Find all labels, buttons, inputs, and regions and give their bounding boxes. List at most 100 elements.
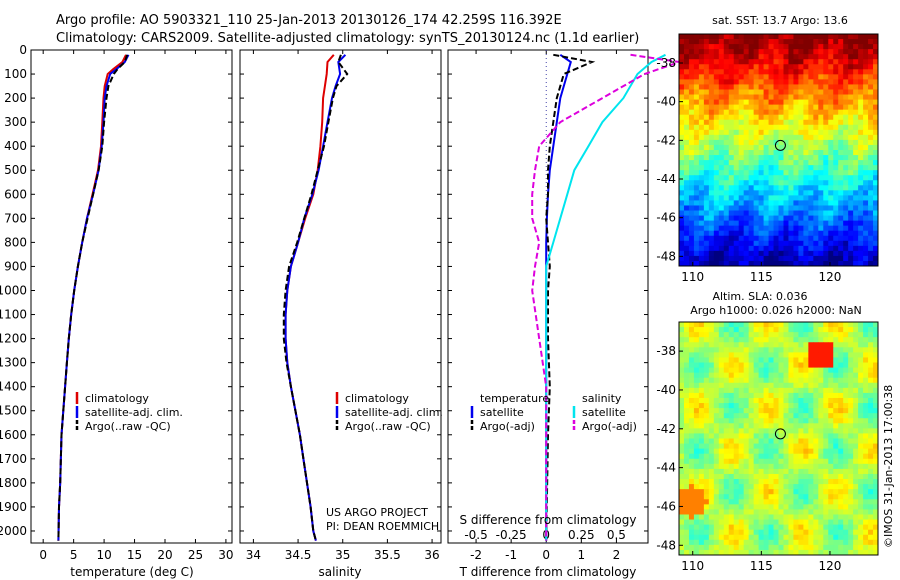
map-cell [843, 170, 849, 176]
map-cell [688, 382, 695, 389]
map-cell [758, 428, 764, 434]
map-cell [833, 89, 839, 95]
map-cell [793, 114, 799, 121]
map-cell [743, 74, 750, 80]
map-cell [693, 519, 700, 526]
map-cell [833, 160, 839, 166]
map-cell [823, 448, 829, 455]
map-cell [773, 418, 779, 424]
map-cell [823, 342, 829, 348]
map-cell [793, 240, 799, 247]
map-cell [703, 534, 710, 541]
map-cell [813, 413, 819, 419]
map-cell [838, 484, 844, 490]
map-cell [753, 544, 760, 551]
map-cell [803, 463, 809, 470]
map-cell [733, 215, 740, 222]
map-cell [733, 230, 740, 237]
map-cell [788, 190, 794, 196]
map-cell [679, 250, 685, 257]
map-cell [748, 362, 755, 368]
map-cell [843, 200, 849, 206]
map-cell [733, 372, 740, 379]
map-cell [803, 150, 809, 156]
map-cell [763, 377, 769, 384]
map-cell [723, 322, 730, 328]
map-cell [783, 170, 789, 176]
map-cell [863, 124, 869, 131]
map-cell [828, 240, 834, 247]
map-cell [679, 205, 685, 211]
map-cell [693, 104, 700, 111]
map-cell [843, 377, 849, 384]
map-cell [713, 539, 720, 546]
map-cell [768, 387, 774, 394]
series-line-satellite-adj-clim- [284, 54, 347, 541]
map-cell [768, 175, 774, 181]
map-cell [748, 64, 755, 70]
map-cell [863, 352, 869, 358]
map-cell [863, 362, 869, 368]
map-cell [863, 494, 869, 500]
map-cell [783, 504, 789, 510]
map-cell [868, 245, 874, 252]
map-cell [733, 260, 740, 267]
map-cell [788, 245, 794, 252]
map-cell [873, 240, 879, 247]
map-cell [698, 534, 705, 541]
map-cell [738, 382, 745, 389]
sst-map-panel: 110 115 120-38-40-42-44-46-48 [656, 33, 879, 284]
map-cell [828, 519, 834, 526]
map-cell [778, 64, 784, 70]
map-cell [813, 74, 819, 80]
map-cell [873, 408, 879, 414]
map-cell [738, 200, 745, 206]
map-cell [728, 34, 735, 40]
map-cell [763, 453, 769, 460]
map-cell [863, 489, 869, 495]
map-cell [753, 529, 760, 536]
map-cell [868, 372, 874, 379]
map-cell [703, 205, 710, 211]
map-cell [703, 438, 710, 444]
map-cell [743, 124, 750, 131]
map-cell [803, 549, 809, 556]
map-cell [868, 180, 874, 186]
map-cell [818, 69, 824, 75]
map-cell [783, 347, 789, 353]
map-cell [798, 463, 804, 470]
map-cell [813, 124, 819, 131]
map-cell [693, 534, 700, 541]
map-cell [848, 418, 854, 424]
map-cell [703, 499, 710, 505]
map-cell [818, 342, 824, 348]
map-cell [743, 180, 750, 186]
map-cell [733, 104, 740, 111]
map-cell [798, 367, 804, 374]
map-cell [683, 230, 690, 237]
map-cell [853, 322, 859, 328]
map-cell [723, 448, 730, 455]
map-cell [748, 403, 755, 409]
map-cell [713, 215, 720, 222]
map-cell [728, 489, 735, 495]
map-cell [698, 210, 705, 216]
map-cell [778, 428, 784, 434]
series-line-argo-raw-qc- [57, 54, 129, 541]
map-cell [768, 509, 774, 515]
map-cell [698, 260, 705, 267]
map-cell [853, 453, 859, 460]
map-cell [793, 230, 799, 237]
map-cell [778, 104, 784, 111]
map-cell [828, 104, 834, 111]
map-cell [753, 549, 760, 556]
map-cell [828, 443, 834, 450]
map-cell [758, 69, 764, 75]
map-cell [679, 423, 685, 429]
map-cell [848, 342, 854, 348]
map-cell [783, 34, 789, 40]
map-cell [858, 114, 864, 121]
map-cell [823, 489, 829, 495]
map-cell [793, 190, 799, 196]
map-cell [843, 438, 849, 444]
